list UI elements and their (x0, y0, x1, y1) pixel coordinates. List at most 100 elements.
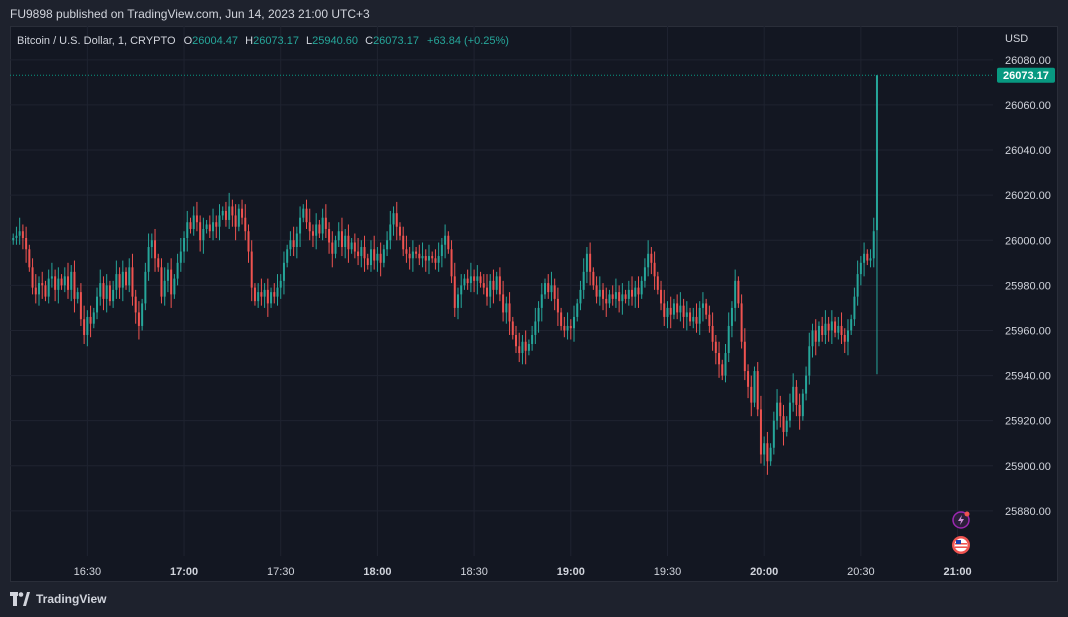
candle-body (163, 280, 166, 297)
candle-body (837, 325, 840, 333)
candle-body (743, 341, 746, 372)
candle-body (96, 296, 99, 313)
candle-body (60, 278, 63, 286)
candle-body (228, 206, 231, 220)
candle-body (166, 269, 169, 281)
candle-body (624, 294, 627, 299)
candle-body (402, 235, 405, 250)
candle-body (682, 305, 685, 317)
symbol-text: Bitcoin / U.S. Dollar, 1, CRYPTO (17, 35, 176, 47)
candle-body (147, 247, 150, 272)
change-value: +63.84 (+0.25%) (427, 35, 509, 47)
candle-body (482, 283, 485, 288)
candle-body (260, 292, 263, 297)
candle-body (679, 305, 682, 313)
candle-body (650, 253, 653, 263)
candle-body (318, 224, 321, 234)
candle-body (137, 312, 140, 326)
candle-body (653, 262, 656, 277)
time-axis: 16:30 17:00 17:30 18:00 18:30 19:00 19:30 20:00… (74, 566, 972, 578)
candle-body (672, 303, 675, 315)
candle-body (218, 215, 221, 227)
candle-body (186, 222, 189, 238)
candle-body (328, 228, 331, 243)
candle-body (411, 251, 414, 259)
candle-body (521, 341, 524, 354)
candle-body (772, 420, 775, 448)
tradingview-footer[interactable]: TradingView (10, 592, 106, 606)
candle-body (469, 276, 472, 284)
candle-body (618, 292, 621, 302)
x-tick-label: 17:30 (267, 566, 295, 578)
candle-body (50, 276, 53, 279)
candle-body (131, 267, 134, 297)
candle-body (79, 292, 82, 320)
x-tick-label: 17:00 (170, 566, 198, 578)
candle-body (798, 404, 801, 417)
candle-body (395, 213, 398, 227)
candle-body (83, 319, 86, 335)
candle-body (141, 303, 144, 326)
candle-body (692, 316, 695, 322)
candle-body (718, 353, 721, 365)
candle-body (827, 323, 830, 331)
candle-body (846, 330, 849, 342)
candles (12, 75, 878, 475)
candle-body (437, 256, 440, 263)
chart-grid (10, 26, 993, 556)
candle-body (350, 242, 353, 250)
candle-body (660, 289, 663, 304)
candle-body (850, 319, 853, 331)
y-tick-label: 26080.00 (1005, 55, 1051, 67)
y-tick-label: 26040.00 (1005, 145, 1051, 157)
candle-body (199, 222, 202, 241)
candle-body (41, 283, 44, 286)
candle-body (212, 222, 215, 232)
candle-body (466, 278, 469, 284)
candle-body (366, 258, 369, 266)
candle-body (311, 231, 314, 236)
open-label: O (184, 35, 193, 47)
candle-body (859, 262, 862, 275)
candle-body (544, 283, 547, 295)
candle-body (134, 296, 137, 313)
candle-body (421, 256, 424, 259)
candle-body (154, 240, 157, 259)
candle-body (792, 386, 795, 403)
candle-body (398, 226, 401, 236)
close-label: C (365, 35, 373, 47)
x-tick-label: 18:00 (363, 566, 391, 578)
candle-body (676, 303, 679, 313)
candle-body (263, 289, 266, 297)
candle-body (179, 251, 182, 263)
candle-body (547, 283, 550, 293)
candle-body (347, 235, 350, 250)
candle-body (663, 303, 666, 317)
us-flag-event-icon[interactable] (952, 536, 970, 554)
candlestick-chart[interactable]: 26080.00 26060.00 26040.00 26020.00 26000.00… (10, 26, 1058, 582)
candle-body (721, 364, 724, 376)
candle-body (231, 206, 234, 216)
candle-body (125, 271, 128, 286)
candle-body (73, 271, 76, 299)
candle-body (505, 303, 508, 313)
candle-body (76, 292, 79, 299)
currency-label[interactable]: USD (1005, 33, 1028, 45)
candle-body (305, 208, 308, 223)
candle-body (18, 231, 21, 236)
candle-body (195, 215, 198, 223)
candle-body (99, 283, 102, 297)
lightning-event-icon[interactable] (952, 511, 970, 529)
candle-body (788, 402, 791, 421)
candle-body (170, 269, 173, 295)
candle-body (128, 267, 131, 286)
candle-body (121, 271, 124, 288)
candle-body (215, 222, 218, 227)
candle-body (537, 307, 540, 322)
candle-body (814, 330, 817, 342)
candle-body (337, 231, 340, 241)
candle-body (598, 289, 601, 297)
candle-body (534, 321, 537, 335)
candle-body (592, 271, 595, 286)
candle-body (331, 242, 334, 254)
